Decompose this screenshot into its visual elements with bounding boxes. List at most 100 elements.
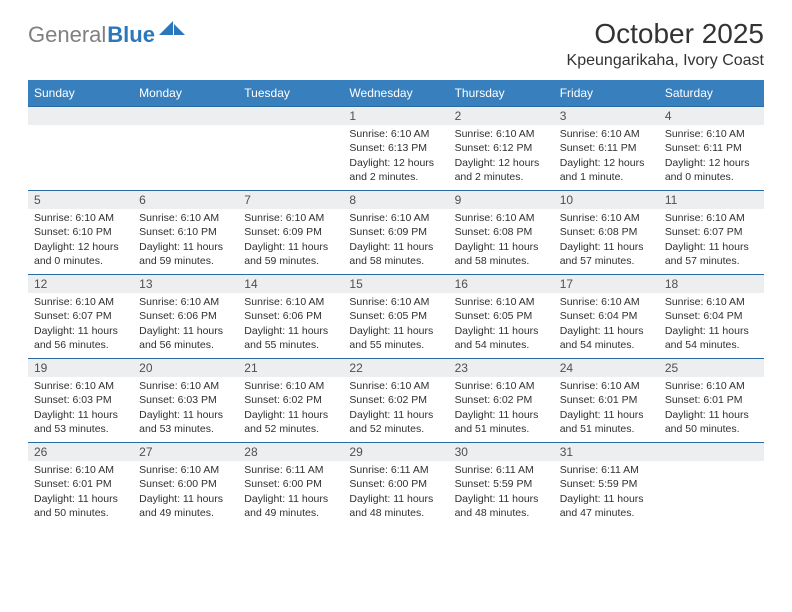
day-header: Wednesday	[343, 80, 448, 107]
day-body: Sunrise: 6:10 AMSunset: 6:08 PMDaylight:…	[554, 209, 659, 272]
day-number: 11	[659, 191, 764, 209]
day-body: Sunrise: 6:10 AMSunset: 6:03 PMDaylight:…	[28, 377, 133, 440]
calendar-day-cell: 25Sunrise: 6:10 AMSunset: 6:01 PMDayligh…	[659, 359, 764, 443]
calendar-day-cell: 19Sunrise: 6:10 AMSunset: 6:03 PMDayligh…	[28, 359, 133, 443]
calendar-day-cell	[659, 443, 764, 527]
day-number: 18	[659, 275, 764, 293]
day-number: 29	[343, 443, 448, 461]
day-number: 15	[343, 275, 448, 293]
calendar-week-row: 19Sunrise: 6:10 AMSunset: 6:03 PMDayligh…	[28, 359, 764, 443]
day-number: 5	[28, 191, 133, 209]
day-body: Sunrise: 6:10 AMSunset: 6:09 PMDaylight:…	[238, 209, 343, 272]
day-number: 7	[238, 191, 343, 209]
day-body: Sunrise: 6:11 AMSunset: 6:00 PMDaylight:…	[238, 461, 343, 524]
day-number: 22	[343, 359, 448, 377]
title-block: October 2025 Kpeungarikaha, Ivory Coast	[567, 18, 764, 70]
calendar-week-row: 1Sunrise: 6:10 AMSunset: 6:13 PMDaylight…	[28, 107, 764, 191]
day-body: Sunrise: 6:10 AMSunset: 6:06 PMDaylight:…	[238, 293, 343, 356]
day-body: Sunrise: 6:10 AMSunset: 6:01 PMDaylight:…	[554, 377, 659, 440]
calendar-day-cell: 7Sunrise: 6:10 AMSunset: 6:09 PMDaylight…	[238, 191, 343, 275]
day-body: Sunrise: 6:10 AMSunset: 6:05 PMDaylight:…	[343, 293, 448, 356]
calendar-day-cell: 26Sunrise: 6:10 AMSunset: 6:01 PMDayligh…	[28, 443, 133, 527]
day-number	[28, 107, 133, 125]
day-number: 9	[449, 191, 554, 209]
calendar-day-cell	[238, 107, 343, 191]
day-number: 8	[343, 191, 448, 209]
day-body: Sunrise: 6:10 AMSunset: 6:12 PMDaylight:…	[449, 125, 554, 188]
page-title: October 2025	[567, 18, 764, 50]
calendar-week-row: 5Sunrise: 6:10 AMSunset: 6:10 PMDaylight…	[28, 191, 764, 275]
day-number: 12	[28, 275, 133, 293]
calendar-day-cell: 29Sunrise: 6:11 AMSunset: 6:00 PMDayligh…	[343, 443, 448, 527]
calendar-day-cell: 31Sunrise: 6:11 AMSunset: 5:59 PMDayligh…	[554, 443, 659, 527]
calendar-day-cell: 28Sunrise: 6:11 AMSunset: 6:00 PMDayligh…	[238, 443, 343, 527]
day-header: Friday	[554, 80, 659, 107]
calendar-day-cell: 24Sunrise: 6:10 AMSunset: 6:01 PMDayligh…	[554, 359, 659, 443]
day-body: Sunrise: 6:10 AMSunset: 6:09 PMDaylight:…	[343, 209, 448, 272]
brand-mark-icon	[159, 21, 185, 44]
calendar-day-cell: 8Sunrise: 6:10 AMSunset: 6:09 PMDaylight…	[343, 191, 448, 275]
day-number: 2	[449, 107, 554, 125]
brand-text-gray: General	[28, 22, 106, 48]
day-header: Thursday	[449, 80, 554, 107]
calendar-day-cell	[28, 107, 133, 191]
day-number: 17	[554, 275, 659, 293]
day-number: 19	[28, 359, 133, 377]
calendar-day-cell: 20Sunrise: 6:10 AMSunset: 6:03 PMDayligh…	[133, 359, 238, 443]
day-body: Sunrise: 6:10 AMSunset: 6:11 PMDaylight:…	[554, 125, 659, 188]
day-number: 24	[554, 359, 659, 377]
day-number: 23	[449, 359, 554, 377]
day-number: 26	[28, 443, 133, 461]
day-body: Sunrise: 6:10 AMSunset: 6:10 PMDaylight:…	[133, 209, 238, 272]
day-number	[238, 107, 343, 125]
day-header: Sunday	[28, 80, 133, 107]
calendar-day-cell: 30Sunrise: 6:11 AMSunset: 5:59 PMDayligh…	[449, 443, 554, 527]
day-body: Sunrise: 6:11 AMSunset: 5:59 PMDaylight:…	[449, 461, 554, 524]
calendar-day-cell: 13Sunrise: 6:10 AMSunset: 6:06 PMDayligh…	[133, 275, 238, 359]
day-number: 6	[133, 191, 238, 209]
day-header-row: SundayMondayTuesdayWednesdayThursdayFrid…	[28, 80, 764, 107]
location-label: Kpeungarikaha, Ivory Coast	[567, 52, 764, 70]
calendar-week-row: 26Sunrise: 6:10 AMSunset: 6:01 PMDayligh…	[28, 443, 764, 527]
day-number: 10	[554, 191, 659, 209]
calendar-day-cell: 3Sunrise: 6:10 AMSunset: 6:11 PMDaylight…	[554, 107, 659, 191]
calendar-day-cell: 9Sunrise: 6:10 AMSunset: 6:08 PMDaylight…	[449, 191, 554, 275]
calendar-week-row: 12Sunrise: 6:10 AMSunset: 6:07 PMDayligh…	[28, 275, 764, 359]
calendar-day-cell: 16Sunrise: 6:10 AMSunset: 6:05 PMDayligh…	[449, 275, 554, 359]
day-body: Sunrise: 6:10 AMSunset: 6:10 PMDaylight:…	[28, 209, 133, 272]
day-header: Tuesday	[238, 80, 343, 107]
calendar-day-cell: 15Sunrise: 6:10 AMSunset: 6:05 PMDayligh…	[343, 275, 448, 359]
day-number: 27	[133, 443, 238, 461]
day-body: Sunrise: 6:10 AMSunset: 6:07 PMDaylight:…	[28, 293, 133, 356]
calendar-day-cell: 10Sunrise: 6:10 AMSunset: 6:08 PMDayligh…	[554, 191, 659, 275]
day-body: Sunrise: 6:10 AMSunset: 6:13 PMDaylight:…	[343, 125, 448, 188]
day-number: 3	[554, 107, 659, 125]
day-number	[133, 107, 238, 125]
calendar-day-cell: 14Sunrise: 6:10 AMSunset: 6:06 PMDayligh…	[238, 275, 343, 359]
day-number	[659, 443, 764, 461]
day-body: Sunrise: 6:10 AMSunset: 6:06 PMDaylight:…	[133, 293, 238, 356]
day-body: Sunrise: 6:10 AMSunset: 6:02 PMDaylight:…	[238, 377, 343, 440]
day-number: 4	[659, 107, 764, 125]
day-body: Sunrise: 6:10 AMSunset: 6:02 PMDaylight:…	[449, 377, 554, 440]
day-body: Sunrise: 6:10 AMSunset: 6:00 PMDaylight:…	[133, 461, 238, 524]
calendar-day-cell: 17Sunrise: 6:10 AMSunset: 6:04 PMDayligh…	[554, 275, 659, 359]
day-number: 21	[238, 359, 343, 377]
day-number: 25	[659, 359, 764, 377]
calendar-day-cell: 5Sunrise: 6:10 AMSunset: 6:10 PMDaylight…	[28, 191, 133, 275]
day-header: Monday	[133, 80, 238, 107]
day-number: 20	[133, 359, 238, 377]
day-body: Sunrise: 6:11 AMSunset: 5:59 PMDaylight:…	[554, 461, 659, 524]
calendar-table: SundayMondayTuesdayWednesdayThursdayFrid…	[28, 80, 764, 527]
day-header: Saturday	[659, 80, 764, 107]
brand-text-blue: Blue	[107, 22, 155, 48]
calendar-day-cell: 12Sunrise: 6:10 AMSunset: 6:07 PMDayligh…	[28, 275, 133, 359]
day-body: Sunrise: 6:10 AMSunset: 6:04 PMDaylight:…	[659, 293, 764, 356]
calendar-day-cell: 27Sunrise: 6:10 AMSunset: 6:00 PMDayligh…	[133, 443, 238, 527]
day-number: 16	[449, 275, 554, 293]
calendar-day-cell: 11Sunrise: 6:10 AMSunset: 6:07 PMDayligh…	[659, 191, 764, 275]
calendar-day-cell: 2Sunrise: 6:10 AMSunset: 6:12 PMDaylight…	[449, 107, 554, 191]
header-bar: General Blue October 2025 Kpeungarikaha,…	[28, 18, 764, 70]
day-number: 30	[449, 443, 554, 461]
day-body: Sunrise: 6:10 AMSunset: 6:04 PMDaylight:…	[554, 293, 659, 356]
